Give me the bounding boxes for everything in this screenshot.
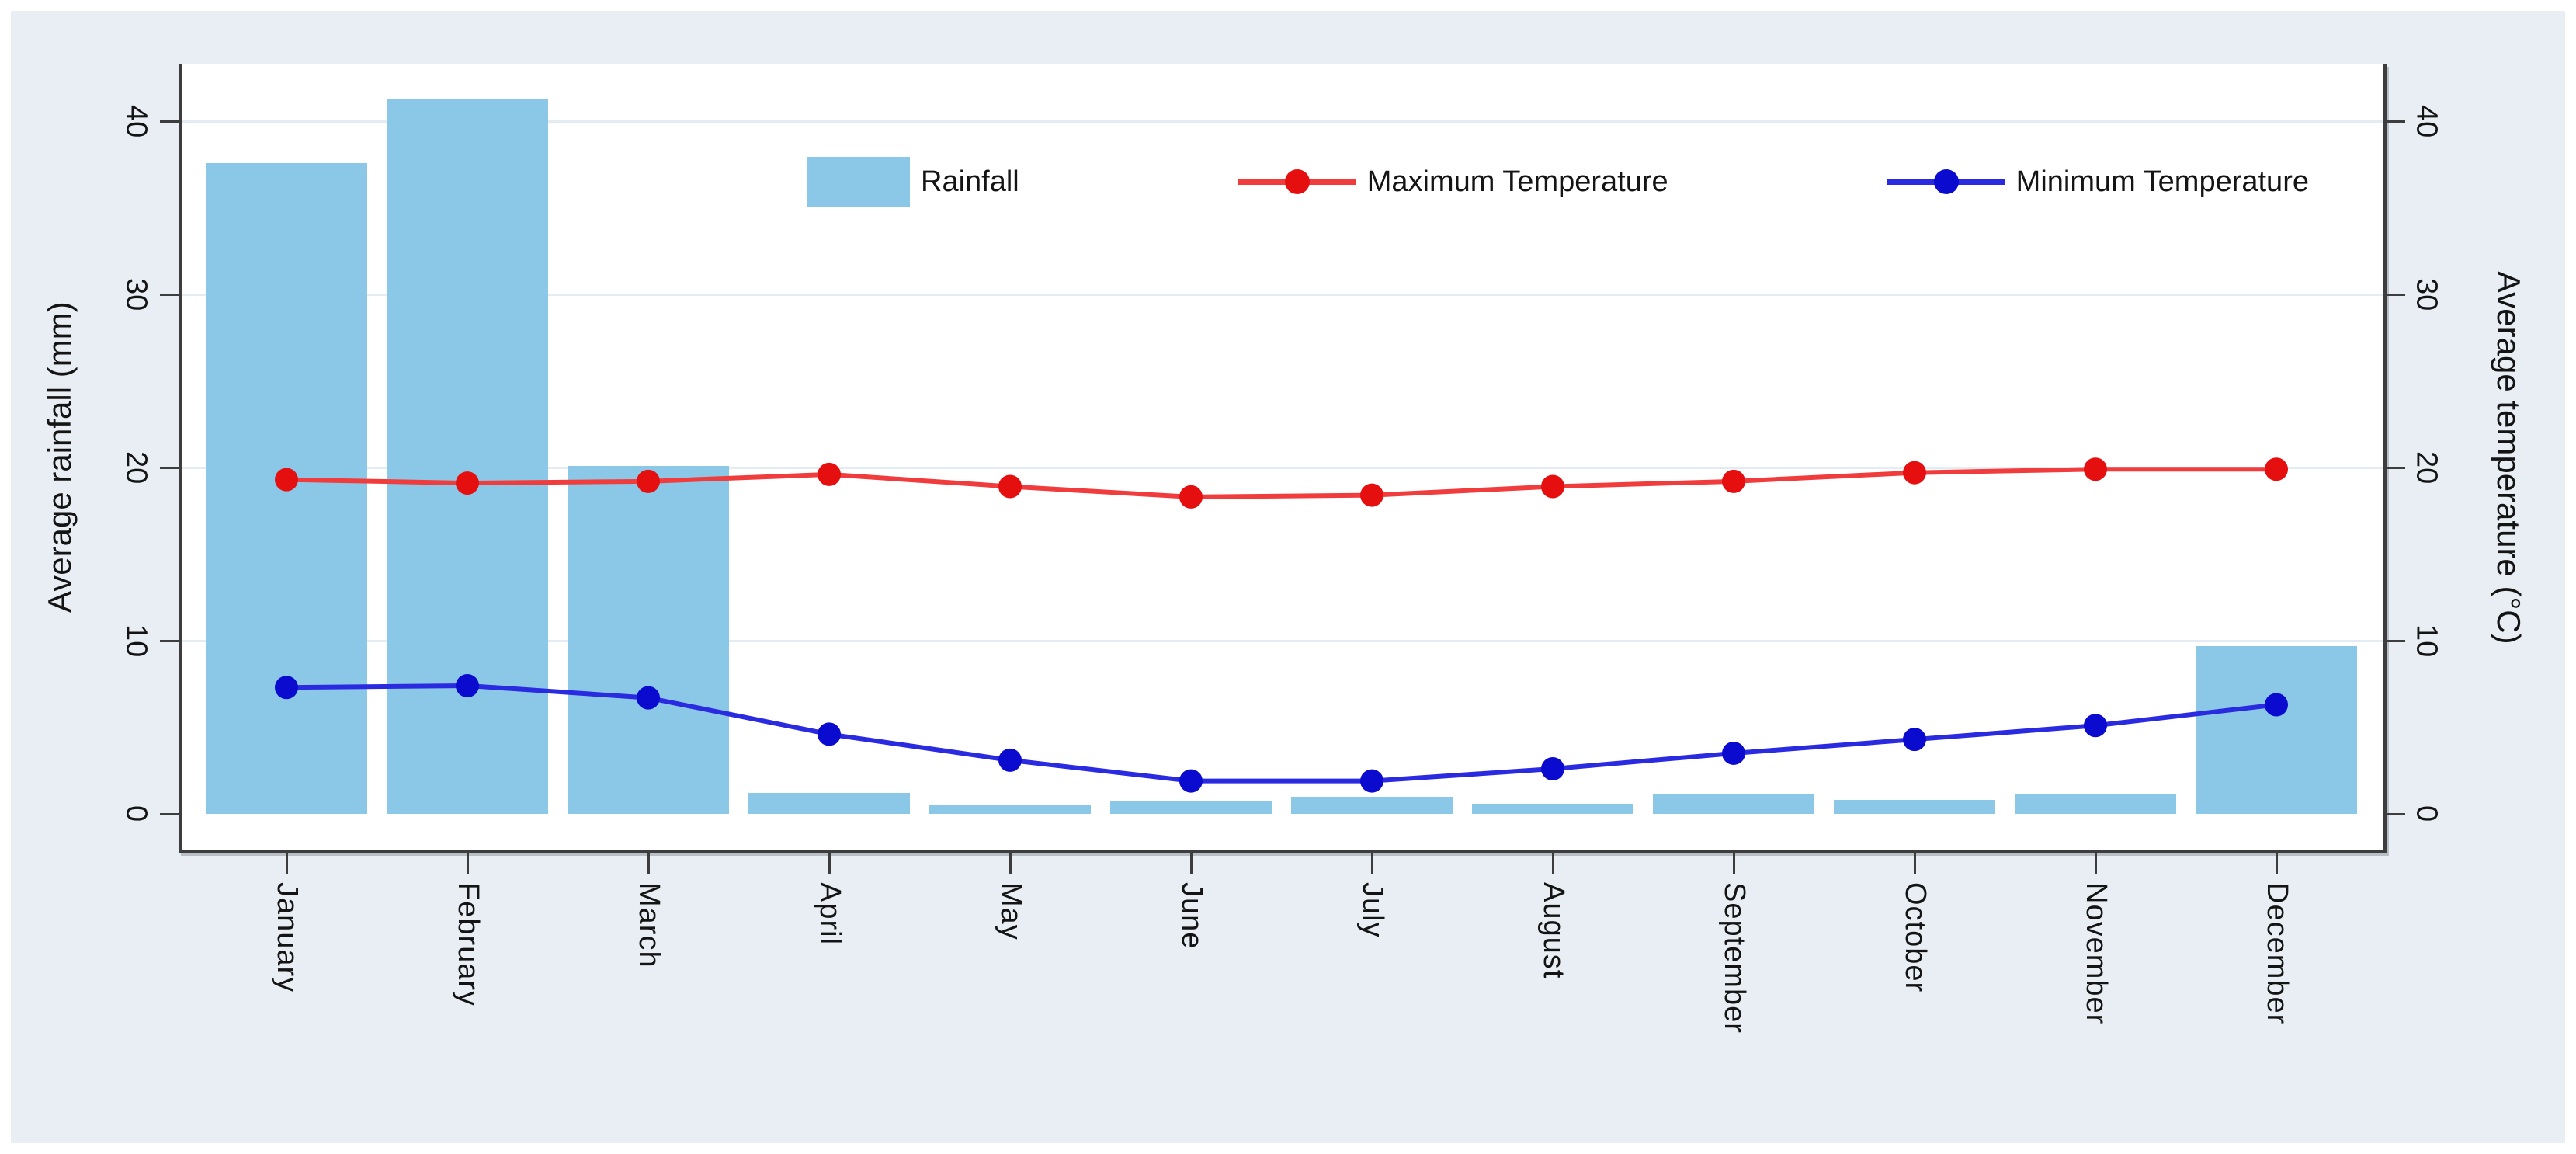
month-label-march: March [633,882,665,968]
legend-item-rainfall: Rainfall [807,157,1019,207]
month-tick-june [1189,853,1193,874]
right-tick-label-30: 30 [2410,277,2443,311]
month-tick-august [1551,853,1554,874]
bar-june [1110,801,1272,814]
month-label-november: November [2080,882,2113,1025]
left-tick-label-40: 40 [120,104,153,138]
right-tick-10 [2387,639,2405,642]
bar-december [2196,645,2357,814]
left-tick-label-30: 30 [120,277,153,311]
right-tick-label-20: 20 [2410,450,2443,485]
gridline-30 [182,293,2383,296]
month-label-august: August [1537,882,1570,979]
month-label-june: June [1175,882,1208,950]
month-label-december: December [2261,882,2293,1025]
legend-item-max-temp: Maximum Temperature [1238,165,1668,199]
bar-july [1291,796,1453,814]
legend-label-rainfall: Rainfall [921,165,1019,198]
month-label-july: July [1356,882,1389,938]
month-tick-october [1913,853,1916,874]
right-tick-label-40: 40 [2410,104,2443,138]
left-tick-30 [160,293,179,296]
month-tick-july [1370,853,1373,874]
legend-label-min-temp: Minimum Temperature [2015,165,2309,198]
max-temp-line-icon [1238,169,1356,194]
max-temp-marker-icon [1284,169,1310,194]
legend-item-min-temp: Minimum Temperature [1887,165,2309,199]
gridline-40 [182,120,2383,123]
legend-label-max-temp: Maximum Temperature [1366,165,1668,198]
month-label-february: February [452,882,484,1007]
min-temp-marker-icon [1933,169,1959,194]
left-tick-label-0: 0 [120,805,153,822]
month-tick-december [2275,853,2278,874]
bar-october [1834,800,1995,814]
month-label-april: April [814,882,846,946]
month-tick-january [285,853,288,874]
left-tick-20 [160,466,179,469]
gridline-10 [182,639,2383,642]
right-tick-label-0: 0 [2410,805,2443,822]
bar-august [1472,803,1633,814]
right-tick-20 [2387,466,2405,469]
left-tick-label-10: 10 [120,624,153,658]
left-tick-40 [160,120,179,123]
month-tick-september [1732,853,1735,874]
right-tick-0 [2387,812,2405,815]
bar-november [2015,794,2176,814]
left-tick-0 [160,812,179,815]
bar-september [1653,794,1814,814]
right-axis-title: Average temperature (°C) [2491,270,2527,645]
month-tick-may [1009,853,1012,874]
rainfall-swatch-icon [807,157,910,207]
bar-march [568,465,729,814]
month-tick-november [2094,853,2097,874]
right-tick-30 [2387,293,2405,296]
left-tick-label-20: 20 [120,450,153,485]
right-tick-40 [2387,120,2405,123]
month-tick-april [828,853,831,874]
month-label-january: January [271,882,304,993]
legend: Rainfall Maximum Temperature Minimum Tem… [807,157,2309,207]
left-axis-title: Average rainfall (mm) [41,301,78,613]
month-label-september: September [1718,882,1751,1034]
left-tick-10 [160,639,179,642]
month-tick-february [466,853,469,874]
bar-april [748,793,910,814]
month-label-may: May [995,882,1027,940]
month-label-october: October [1899,882,1932,993]
min-temp-line-icon [1887,169,2005,194]
bar-february [387,99,548,814]
bar-january [206,162,367,814]
month-tick-march [647,853,650,874]
right-tick-label-10: 10 [2410,624,2443,658]
bar-may [929,805,1091,814]
